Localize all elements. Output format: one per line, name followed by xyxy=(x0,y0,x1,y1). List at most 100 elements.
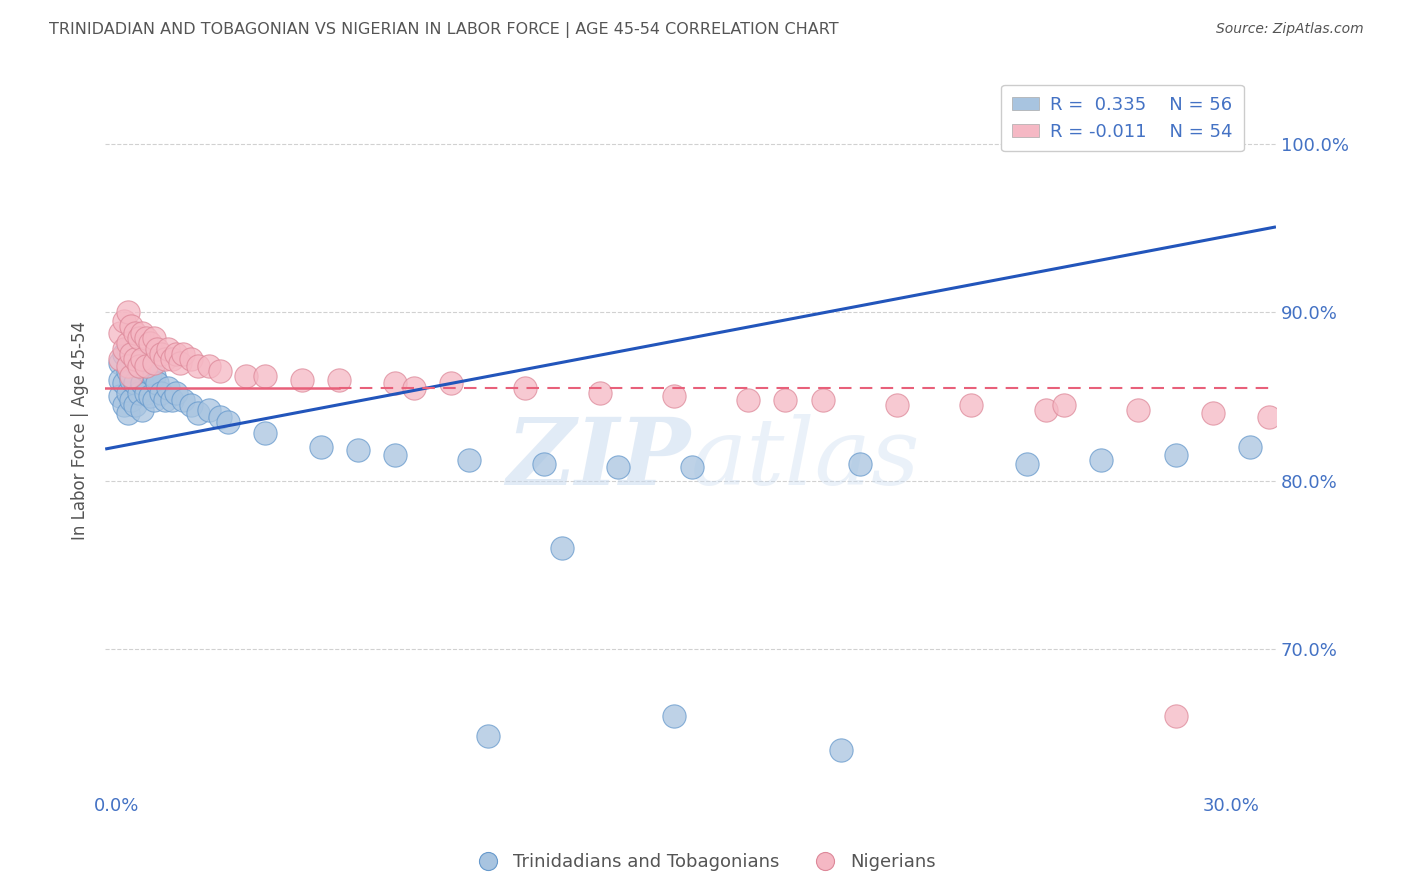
Legend: Trinidadians and Tobagonians, Nigerians: Trinidadians and Tobagonians, Nigerians xyxy=(463,847,943,879)
Point xyxy=(533,457,555,471)
Point xyxy=(142,369,165,384)
Point xyxy=(131,403,153,417)
Y-axis label: In Labor Force | Age 45-54: In Labor Force | Age 45-54 xyxy=(72,320,89,540)
Point xyxy=(1202,406,1225,420)
Point xyxy=(1090,453,1112,467)
Point xyxy=(169,356,191,370)
Point xyxy=(477,729,499,743)
Point xyxy=(131,352,153,367)
Point xyxy=(157,343,180,357)
Point xyxy=(124,398,146,412)
Point xyxy=(848,457,870,471)
Point xyxy=(128,359,150,374)
Point xyxy=(384,448,406,462)
Point xyxy=(440,376,463,390)
Point xyxy=(291,373,314,387)
Point xyxy=(112,314,135,328)
Point xyxy=(139,366,162,380)
Point xyxy=(108,373,131,387)
Point xyxy=(209,409,232,424)
Point xyxy=(681,460,703,475)
Point xyxy=(124,352,146,367)
Point xyxy=(160,392,183,407)
Point xyxy=(142,356,165,370)
Point xyxy=(124,356,146,370)
Legend: R =  0.335    N = 56, R = -0.011    N = 54: R = 0.335 N = 56, R = -0.011 N = 54 xyxy=(1001,85,1243,152)
Point xyxy=(187,406,209,420)
Point xyxy=(146,343,169,357)
Point xyxy=(328,373,350,387)
Point xyxy=(120,373,142,387)
Text: TRINIDADIAN AND TOBAGONIAN VS NIGERIAN IN LABOR FORCE | AGE 45-54 CORRELATION CH: TRINIDADIAN AND TOBAGONIAN VS NIGERIAN I… xyxy=(49,22,839,38)
Point xyxy=(347,443,370,458)
Point xyxy=(117,406,139,420)
Point xyxy=(607,460,630,475)
Point xyxy=(1164,709,1187,723)
Point xyxy=(124,376,146,390)
Point xyxy=(458,453,481,467)
Point xyxy=(146,376,169,390)
Point xyxy=(402,381,425,395)
Point xyxy=(830,742,852,756)
Point xyxy=(172,392,194,407)
Point xyxy=(117,335,139,350)
Point xyxy=(135,359,157,374)
Point xyxy=(112,347,135,361)
Point xyxy=(112,376,135,390)
Point xyxy=(120,318,142,333)
Point xyxy=(117,386,139,401)
Point xyxy=(165,386,187,401)
Point xyxy=(960,398,983,412)
Point xyxy=(108,326,131,340)
Point xyxy=(309,440,332,454)
Point xyxy=(120,347,142,361)
Point xyxy=(198,359,221,374)
Point xyxy=(737,392,759,407)
Point xyxy=(1053,398,1076,412)
Point xyxy=(235,369,257,384)
Point xyxy=(112,343,135,357)
Point xyxy=(160,352,183,367)
Point xyxy=(180,398,202,412)
Point xyxy=(124,326,146,340)
Point xyxy=(1015,457,1038,471)
Point xyxy=(662,389,685,403)
Point xyxy=(1164,448,1187,462)
Point xyxy=(135,330,157,344)
Point xyxy=(153,352,176,367)
Point xyxy=(172,347,194,361)
Point xyxy=(662,709,685,723)
Point xyxy=(775,392,797,407)
Point xyxy=(551,541,574,555)
Point xyxy=(131,326,153,340)
Point xyxy=(128,359,150,374)
Point xyxy=(149,386,172,401)
Point xyxy=(120,369,142,384)
Point xyxy=(811,392,834,407)
Point xyxy=(886,398,908,412)
Point xyxy=(515,381,537,395)
Point xyxy=(180,352,202,367)
Point xyxy=(253,426,276,441)
Point xyxy=(128,386,150,401)
Point xyxy=(1239,440,1261,454)
Point xyxy=(384,376,406,390)
Point xyxy=(135,362,157,376)
Point xyxy=(131,376,153,390)
Point xyxy=(1035,403,1057,417)
Point xyxy=(165,347,187,361)
Point xyxy=(142,330,165,344)
Point xyxy=(108,352,131,367)
Point xyxy=(588,386,610,401)
Point xyxy=(187,359,209,374)
Point xyxy=(1257,409,1279,424)
Point xyxy=(120,392,142,407)
Point xyxy=(157,381,180,395)
Point xyxy=(142,392,165,407)
Point xyxy=(1128,403,1150,417)
Point xyxy=(117,359,139,374)
Point xyxy=(217,415,239,429)
Point xyxy=(117,343,139,357)
Point xyxy=(139,335,162,350)
Point xyxy=(120,347,142,361)
